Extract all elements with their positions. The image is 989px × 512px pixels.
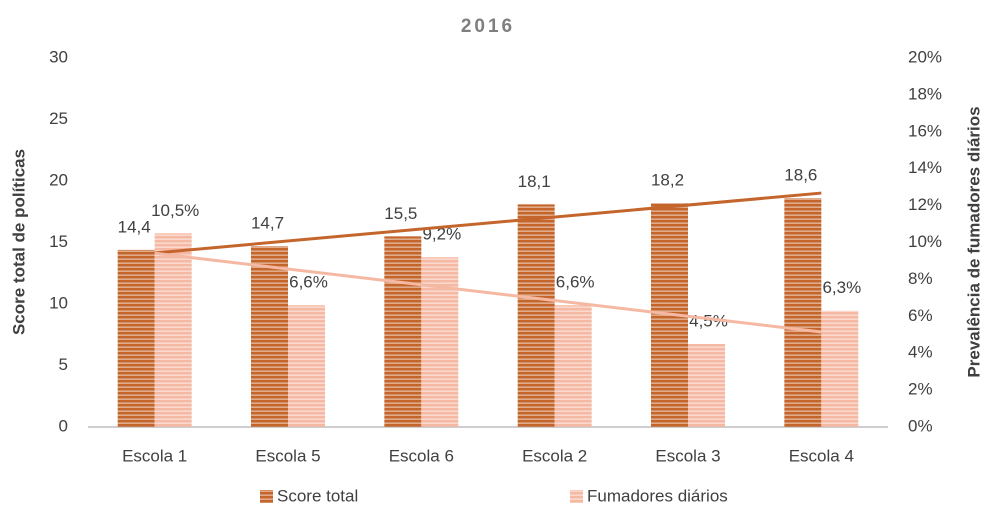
y-tick-label: 10 (49, 293, 68, 312)
y-tick-label: 0 (59, 416, 68, 435)
legend-swatch (570, 490, 583, 503)
bar (517, 204, 555, 427)
legend-swatch (260, 490, 273, 503)
data-label: 10,5% (151, 201, 199, 220)
x-tick-label: Escola 1 (122, 446, 187, 465)
y-tick-label: 30 (49, 47, 68, 66)
bar (821, 310, 859, 427)
bar (251, 246, 288, 427)
data-label: 14,7 (251, 214, 284, 233)
trendline (154, 251, 822, 334)
chart-title: 2016 (461, 16, 515, 37)
x-tick-label: Escola 4 (789, 446, 854, 465)
x-tick-label: Escola 3 (655, 446, 720, 465)
y2-tick-label: 6% (908, 306, 933, 325)
y2-tick-label: 20% (908, 47, 942, 66)
bar (384, 236, 422, 427)
data-label: 18,1 (518, 172, 551, 191)
y-tick-label: 5 (59, 355, 68, 374)
data-label: 6,3% (822, 278, 861, 297)
data-label: 6,6% (289, 273, 328, 292)
data-label: 15,5 (384, 204, 417, 223)
bar (554, 305, 592, 427)
y2-tick-label: 0% (908, 416, 933, 435)
data-label: 18,2 (651, 171, 684, 190)
y2-tick-label: 12% (908, 195, 942, 214)
y2-tick-label: 10% (908, 232, 942, 251)
x-tick-label: Escola 2 (522, 446, 587, 465)
y2-tick-label: 4% (908, 343, 933, 362)
x-tick-label: Escola 6 (389, 446, 454, 465)
y2-tick-label: 8% (908, 269, 933, 288)
data-label: 6,6% (556, 273, 595, 292)
bar (421, 257, 459, 427)
y-axis-title: Score total de políticas (9, 149, 28, 335)
bar (784, 198, 822, 427)
y2-tick-label: 16% (908, 121, 942, 140)
legend-label: Fumadores diários (587, 486, 728, 505)
y-tick-label: 25 (49, 109, 68, 128)
x-tick-label: Escola 5 (255, 446, 320, 465)
data-label: 18,6 (784, 166, 817, 185)
y2-axis-title: Prevalência de fumadores diários (964, 106, 983, 377)
bar (117, 249, 155, 427)
trendline (154, 191, 822, 255)
bar (288, 305, 325, 427)
bar (688, 343, 725, 427)
y-tick-label: 15 (49, 232, 68, 251)
y2-tick-label: 2% (908, 380, 933, 399)
y2-tick-label: 18% (908, 84, 942, 103)
data-label: 14,4 (118, 217, 151, 236)
bar (154, 233, 192, 427)
y2-tick-label: 14% (908, 158, 942, 177)
y-tick-label: 20 (49, 170, 68, 189)
legend-label: Score total (277, 486, 358, 505)
